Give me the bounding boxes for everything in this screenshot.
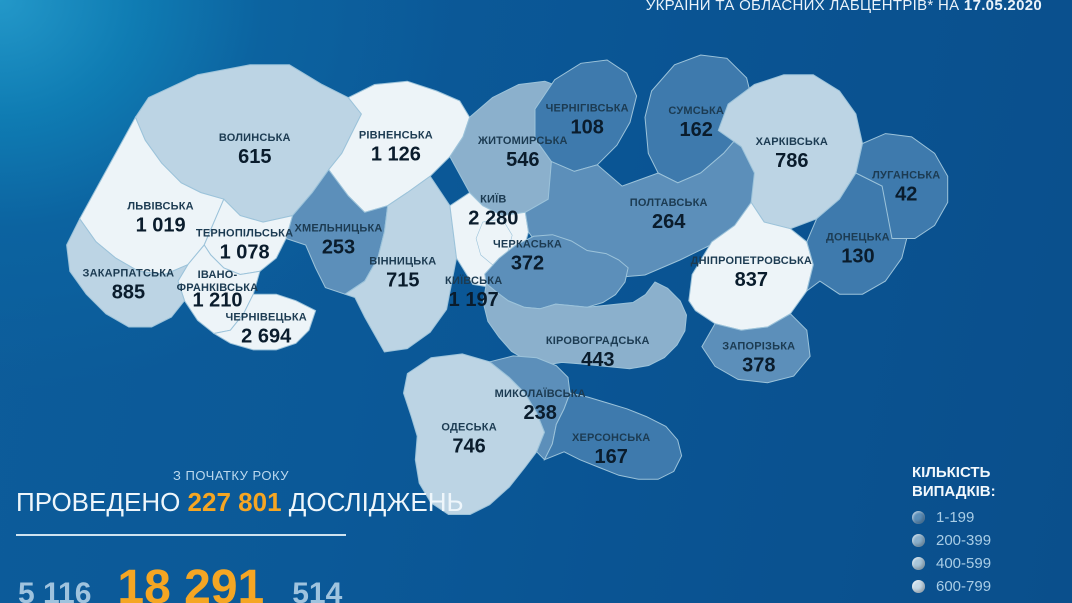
svg-text:378: 378	[742, 354, 775, 376]
svg-text:837: 837	[735, 269, 768, 291]
svg-text:ХАРКІВСЬКА: ХАРКІВСЬКА	[756, 136, 828, 148]
svg-text:КИЇВСЬКА: КИЇВСЬКА	[445, 274, 502, 287]
svg-text:ДОНЕЦЬКА: ДОНЕЦЬКА	[826, 231, 890, 243]
svg-text:ТЕРНОПІЛЬСЬКА: ТЕРНОПІЛЬСЬКА	[196, 227, 293, 239]
svg-text:238: 238	[524, 402, 557, 424]
svg-text:ЛУГАНСЬКА: ЛУГАНСЬКА	[872, 170, 940, 182]
svg-text:1 197: 1 197	[449, 289, 499, 311]
svg-text:264: 264	[652, 211, 686, 233]
svg-text:786: 786	[775, 150, 808, 172]
svg-text:1 126: 1 126	[371, 143, 421, 165]
svg-text:ЗАПОРІЗЬКА: ЗАПОРІЗЬКА	[722, 340, 795, 352]
svg-text:443: 443	[581, 349, 614, 371]
svg-text:ОДЕСЬКА: ОДЕСЬКА	[441, 422, 497, 434]
svg-text:ЖИТОМИРСЬКА: ЖИТОМИРСЬКА	[477, 135, 568, 147]
svg-text:ЧЕРНІГІВСЬКА: ЧЕРНІГІВСЬКА	[546, 102, 629, 114]
svg-text:108: 108	[571, 116, 604, 138]
svg-text:КИЇВ: КИЇВ	[480, 192, 506, 205]
svg-text:ЛЬВІВСЬКА: ЛЬВІВСЬКА	[127, 201, 193, 213]
svg-text:130: 130	[841, 245, 874, 267]
svg-text:2 280: 2 280	[468, 207, 518, 229]
svg-text:372: 372	[511, 253, 544, 275]
svg-text:ДНІПРОПЕТРОВСЬКА: ДНІПРОПЕТРОВСЬКА	[691, 255, 812, 267]
svg-text:ВІННИЦЬКА: ВІННИЦЬКА	[369, 255, 436, 267]
svg-text:ЗАКАРПАТСЬКА: ЗАКАРПАТСЬКА	[83, 267, 175, 279]
svg-text:167: 167	[595, 446, 628, 468]
svg-text:615: 615	[238, 146, 271, 168]
svg-text:ХЕРСОНСЬКА: ХЕРСОНСЬКА	[572, 432, 650, 444]
svg-text:РІВНЕНСЬКА: РІВНЕНСЬКА	[359, 129, 433, 141]
svg-text:746: 746	[452, 436, 485, 458]
svg-text:ВОЛИНСЬКА: ВОЛИНСЬКА	[219, 132, 291, 144]
svg-text:ЧЕРКАСЬКА: ЧЕРКАСЬКА	[493, 239, 562, 251]
svg-text:ЧЕРНІВЕЦЬКА: ЧЕРНІВЕЦЬКА	[225, 312, 306, 324]
svg-text:МИКОЛАЇВСЬКА: МИКОЛАЇВСЬКА	[495, 387, 586, 400]
svg-text:253: 253	[322, 236, 355, 258]
svg-text:1 210: 1 210	[192, 290, 242, 312]
svg-text:КІРОВОГРАДСЬКА: КІРОВОГРАДСЬКА	[546, 335, 650, 347]
svg-text:ХМЕЛЬНИЦЬКА: ХМЕЛЬНИЦЬКА	[294, 222, 382, 234]
svg-text:1 078: 1 078	[220, 241, 270, 263]
svg-text:546: 546	[506, 149, 539, 171]
svg-text:1 019: 1 019	[136, 215, 186, 237]
svg-text:885: 885	[112, 281, 145, 303]
svg-text:715: 715	[386, 269, 419, 291]
svg-text:ПОЛТАВСЬКА: ПОЛТАВСЬКА	[630, 197, 708, 209]
svg-text:СУМСЬКА: СУМСЬКА	[668, 105, 724, 117]
svg-text:42: 42	[895, 184, 917, 206]
svg-text:2 694: 2 694	[241, 326, 292, 348]
svg-text:162: 162	[680, 119, 713, 141]
